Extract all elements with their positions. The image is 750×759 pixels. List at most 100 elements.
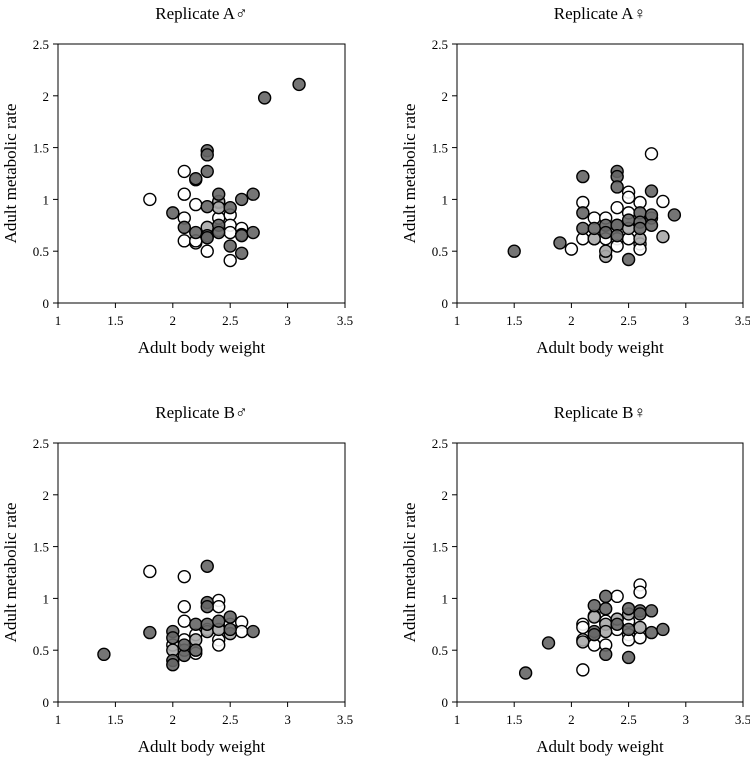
data-point-white [212, 599, 226, 614]
data-point-dark [212, 225, 226, 240]
data-point-dark [610, 617, 624, 631]
x-tick-label: 2 [568, 313, 575, 328]
y-axis-label: Adult metabolic rate [1, 503, 20, 643]
data-point-white [234, 624, 249, 639]
data-point-light [212, 200, 226, 215]
panel-3: Replicate B♂ 1 1.5 2 2.5 3 3.5 0 0.5 1 1.5 2 2.5 Adul… [1, 403, 353, 756]
data-point-white [200, 244, 214, 258]
x-tick-label: 1 [454, 712, 461, 727]
y-tick-label: 2.5 [432, 37, 448, 52]
x-tick-label: 1 [55, 313, 62, 328]
x-tick-label: 2 [170, 313, 177, 328]
data-point-dark [189, 643, 203, 657]
data-point-dark [166, 658, 180, 672]
data-point-dark [507, 244, 521, 258]
data-point-dark [576, 169, 590, 184]
data-point-dark [621, 213, 636, 227]
y-tick-label: 0.5 [432, 244, 448, 259]
y-tick-label: 1 [442, 192, 449, 207]
chart-title: Replicate B♀ [554, 403, 647, 422]
data-point-dark [143, 625, 157, 640]
data-point-dark [246, 624, 260, 639]
plot-frame [456, 43, 744, 304]
x-axis-label: Adult body weight [536, 338, 664, 357]
data-point-white [189, 197, 203, 212]
data-point-dark [610, 228, 624, 243]
x-tick-label: 2.5 [620, 712, 636, 727]
data-point-dark [234, 192, 249, 207]
y-tick-label: 2 [442, 89, 449, 104]
y-tick-label: 1 [43, 192, 50, 207]
x-tick-label: 3.5 [337, 712, 353, 727]
y-tick-label: 0 [43, 296, 50, 311]
data-point-dark [587, 221, 601, 236]
x-tick-label: 3.5 [735, 712, 750, 727]
data-point-dark [189, 225, 203, 240]
data-point-dark [599, 589, 613, 604]
x-tick-label: 1 [454, 313, 461, 328]
y-tick-label: 1.5 [432, 141, 448, 156]
chart-title: Replicate B♂ [155, 403, 248, 422]
y-tick-label: 0 [43, 695, 50, 710]
data-point-dark [223, 610, 237, 624]
data-point-dark [576, 221, 590, 236]
data-point-white [564, 242, 579, 256]
y-tick-label: 0 [442, 695, 449, 710]
x-axis-label: Adult body weight [138, 737, 266, 756]
data-point-white [576, 620, 590, 635]
data-point-white [212, 638, 226, 652]
y-tick-label: 0.5 [33, 643, 49, 658]
data-point-dark [644, 184, 659, 198]
data-point-dark [200, 231, 214, 245]
data-point-dark [621, 622, 636, 637]
x-tick-label: 2 [568, 712, 575, 727]
y-tick-label: 2.5 [33, 436, 49, 451]
x-tick-label: 1.5 [506, 313, 522, 328]
data-point-light [633, 620, 647, 635]
data-point-dark [587, 598, 601, 613]
data-point-dark [621, 650, 636, 665]
data-point-dark [633, 607, 647, 621]
data-point-white [223, 253, 237, 268]
data-point-dark [576, 206, 590, 220]
data-point-dark [223, 622, 237, 637]
data-point-dark [234, 228, 249, 243]
x-tick-label: 3.5 [337, 313, 353, 328]
y-tick-label: 0.5 [33, 244, 49, 259]
panel-1: Replicate A♂ 1 1.5 2 2.5 3 3.5 0 0.5 1 1.5 2 2.5 Adul… [1, 4, 353, 357]
data-point-dark [633, 221, 647, 236]
data-point-white [143, 192, 157, 207]
data-point-light [599, 244, 613, 258]
y-tick-label: 2 [43, 488, 50, 503]
data-point-white [177, 187, 191, 201]
data-point-dark [553, 236, 567, 250]
data-point-dark [212, 614, 226, 628]
chart-title: Replicate A♂ [155, 4, 248, 23]
data-point-white [177, 569, 191, 584]
data-point-dark [200, 599, 214, 614]
x-axis-label: Adult body weight [536, 737, 664, 756]
data-point-white [656, 194, 670, 209]
data-point-dark [223, 239, 237, 253]
panel-2: Replicate A♀ 1 1.5 2 2.5 3 3.5 0 0.5 1 1.5 2 2.5 Adul… [400, 4, 750, 357]
data-point-white [177, 234, 191, 248]
x-tick-label: 2.5 [222, 712, 238, 727]
plot-frame [57, 43, 346, 304]
data-point-white [610, 589, 624, 604]
data-point-dark [599, 647, 613, 662]
y-tick-label: 1.5 [33, 141, 49, 156]
y-tick-label: 1.5 [33, 540, 49, 555]
data-point-light [599, 624, 613, 639]
data-point-dark [621, 252, 636, 267]
panel-4: Replicate B♀ 1 1.5 2 2.5 3 3.5 0 0.5 1 1.5 2 2.5 Adul… [400, 403, 750, 756]
data-point-white [644, 147, 659, 161]
y-tick-label: 0 [442, 296, 449, 311]
data-point-dark [257, 91, 272, 105]
data-point-dark [599, 225, 613, 240]
y-tick-label: 2 [43, 89, 50, 104]
x-tick-label: 1.5 [506, 712, 522, 727]
x-tick-label: 1 [55, 712, 62, 727]
data-point-dark [200, 559, 214, 573]
x-tick-label: 2 [170, 712, 177, 727]
x-tick-label: 3 [284, 712, 291, 727]
